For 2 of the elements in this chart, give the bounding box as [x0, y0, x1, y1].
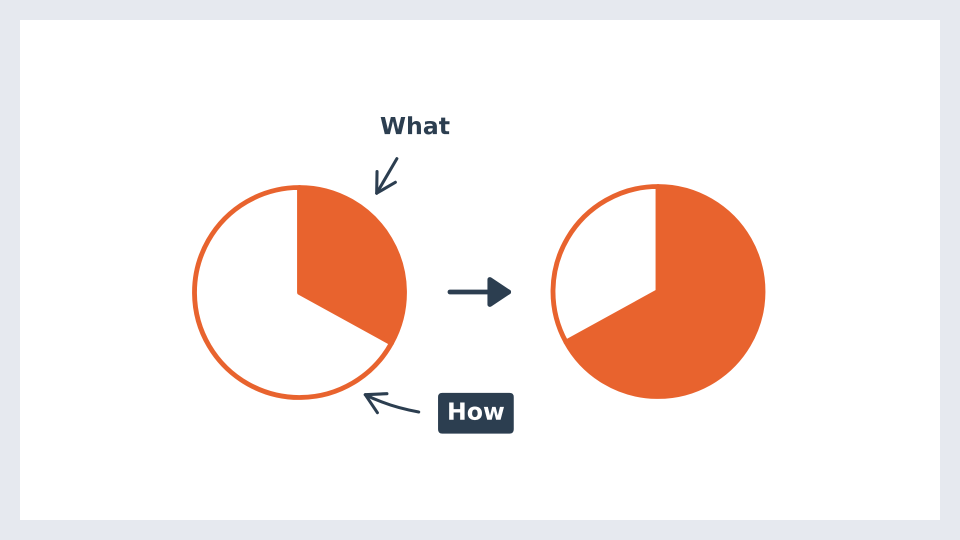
text: What	[380, 116, 450, 134]
text: How	[449, 402, 504, 420]
